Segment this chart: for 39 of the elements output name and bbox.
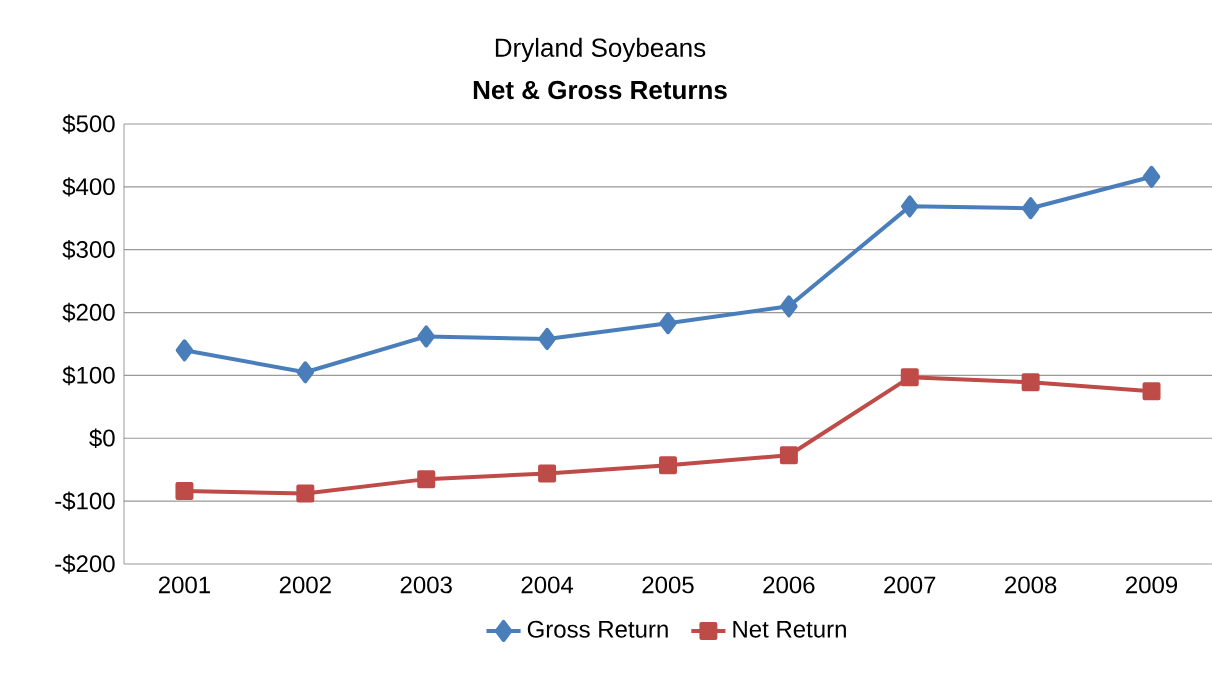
point	[900, 368, 919, 387]
point	[538, 327, 556, 350]
chart-subtitle: Net & Gross Returns	[473, 80, 727, 100]
point	[1021, 373, 1040, 392]
x-tick-label: 2008	[1005, 576, 1057, 594]
chart-title: Dryland Soybeans	[495, 37, 706, 63]
point	[1142, 382, 1161, 401]
point	[1142, 165, 1161, 188]
point	[417, 470, 436, 489]
y-tick-label: $300	[62, 240, 115, 260]
y-tick-label: $400	[62, 177, 115, 197]
point	[779, 446, 798, 465]
point	[901, 195, 919, 218]
x-tick-label: 2007	[884, 576, 936, 594]
y-tick-label: $500	[62, 114, 115, 134]
point	[780, 295, 798, 318]
point	[175, 339, 194, 362]
point	[658, 456, 677, 475]
point	[659, 312, 677, 335]
y-tick-label: $100	[62, 365, 115, 386]
y-tick-label: $0	[89, 428, 115, 448]
x-tick-label: 2003	[400, 576, 452, 594]
point	[538, 464, 557, 483]
point	[175, 482, 194, 501]
x-tick-label: 2009	[1126, 576, 1178, 594]
x-tick-label: 2006	[763, 576, 815, 594]
x-tick-label: 2004	[521, 576, 574, 594]
y-tick-label: -$100	[55, 491, 115, 511]
point	[1021, 197, 1040, 220]
legend-label: Gross Return	[527, 620, 668, 638]
point	[296, 361, 315, 384]
point	[417, 325, 435, 348]
point	[296, 484, 315, 503]
x-tick-label: 2002	[279, 576, 331, 594]
y-tick-label: -$200	[55, 554, 115, 574]
x-tick-label: 2005	[642, 576, 694, 594]
legend-label: Net Return	[733, 620, 846, 638]
x-tick-label: 2001	[158, 576, 210, 594]
y-tick-label: $200	[62, 302, 115, 323]
